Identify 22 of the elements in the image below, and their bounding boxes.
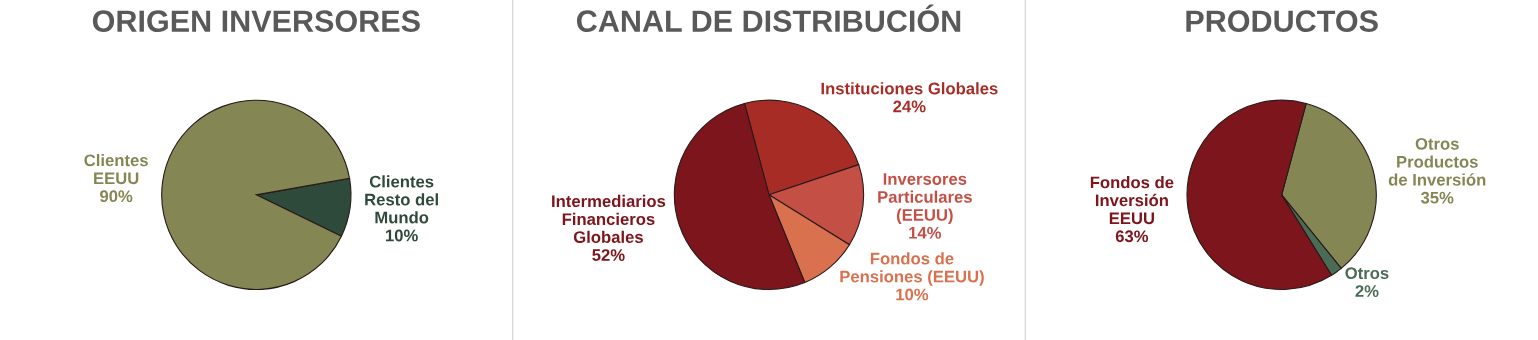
slice-label: Otros [1345,267,1389,280]
data-label: 2% [1355,285,1379,297]
chart-title: CANAL DE DISTRIBUCIÓN [577,4,961,32]
slice-label: Clientes Resto del Mundo [365,175,438,224]
chart-title: PRODUCTOS [1186,10,1378,32]
slice-label: Clientes EEUU [84,153,148,185]
data-label: 10% [385,229,418,242]
pie-slice [161,99,351,291]
data-label: 90% [100,190,133,203]
data-label: 24% [893,100,926,113]
slice-label: Fondos de Inversión EEUU [1090,176,1174,225]
data-label: 63% [1115,230,1149,243]
data-label: 10% [896,288,929,301]
data-label: 35% [1420,191,1454,204]
chart-title: ORIGEN INVERSORES [92,10,420,32]
slice-label: Fondos de Pensiones (EEUU) [840,252,984,286]
slice-label: Instituciones Globales [821,82,998,95]
data-label: 52% [592,249,625,261]
slice-label: Intermediarios Financieros Globales [552,194,666,243]
data-label: 14% [909,226,942,239]
slice-label: Inversores Particulares (EEUU) [878,173,972,225]
slice-label: Otros Productos de Inversión [1388,137,1486,186]
